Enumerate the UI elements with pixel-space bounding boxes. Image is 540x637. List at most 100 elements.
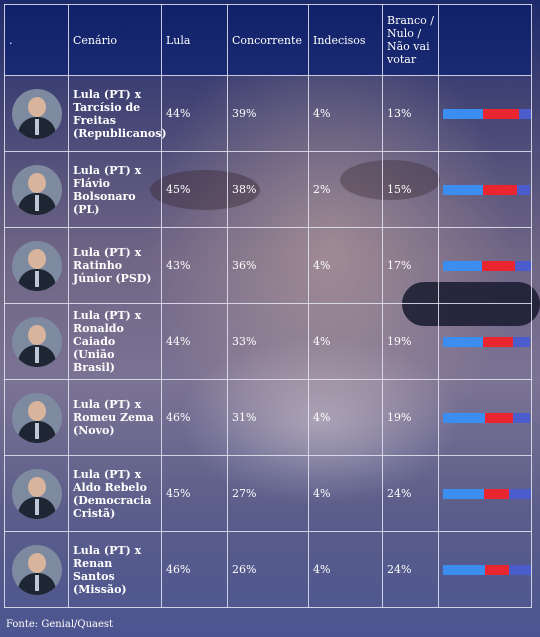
avatar [11,88,62,139]
bar-cell [438,303,532,380]
table-row: Lula (PT) x Aldo Rebelo (Democracia Cris… [4,455,532,532]
undecided-cell: 4% [308,455,383,532]
table-row: Lula (PT) x Ratinho Júnior (PSD) 43% 36% 4%… [4,227,532,304]
avatar-head [27,324,46,345]
bar-segment-lula [443,108,483,119]
undecided-cell: 4% [308,303,383,380]
undecided-cell: 2% [308,151,383,228]
avatar-cell [4,303,69,380]
bar-segment-rival [484,488,509,499]
bar-segment-blank [513,336,530,347]
avatar-tie [34,270,39,287]
scenario-cell: Lula (PT) x Aldo Rebelo (Democracia Cris… [68,455,162,532]
blank-cell: 19% [382,303,439,380]
table-row: Lula (PT) x Renan Santos (Missão) 46% 26% 4… [4,531,532,608]
table-row: Lula (PT) x Romeu Zema (Novo) 46% 31% 4% 19% [4,379,532,456]
avatar-tie [34,574,39,591]
avatar [11,544,62,595]
blank-cell: 17% [382,227,439,304]
avatar-head [27,552,46,573]
lula-cell: 45% [161,455,228,532]
header-rival: Concorrente [227,4,309,76]
avatar [11,240,62,291]
avatar-cell [4,455,69,532]
lula-cell: 45% [161,151,228,228]
scenario-cell: Lula (PT) x Romeu Zema (Novo) [68,379,162,456]
avatar-head [27,172,46,193]
bar-segment-blank [509,564,531,575]
avatar-head [27,400,46,421]
header-bar [438,4,532,76]
stacked-bar [443,336,531,347]
bar-cell [438,75,532,152]
blank-cell: 19% [382,379,439,456]
undecided-cell: 4% [308,531,383,608]
avatar-tie [34,498,39,515]
blank-cell: 24% [382,455,439,532]
rival-cell: 26% [227,531,309,608]
bar-segment-lula [443,336,483,347]
bar-segment-blank [515,260,531,271]
poll-table: . Cenário Lula Concorrente Indecisos Bra… [4,4,532,608]
scenario-cell: Lula (PT) x Flávio Bolsonaro (PL) [68,151,162,228]
undecided-cell: 4% [308,227,383,304]
lula-cell: 44% [161,303,228,380]
avatar-cell [4,151,69,228]
bar-segment-rival [483,108,519,119]
rival-cell: 39% [227,75,309,152]
stacked-bar [443,108,531,119]
lula-cell: 46% [161,531,228,608]
scenario-cell: Lula (PT) x Renan Santos (Missão) [68,531,162,608]
rival-cell: 38% [227,151,309,228]
scenario-cell: Lula (PT) x Ratinho Júnior (PSD) [68,227,162,304]
scenario-cell: Lula (PT) x Tarcísio de Freitas (Republi… [68,75,167,152]
avatar [11,164,62,215]
header-row: . Cenário Lula Concorrente Indecisos Bra… [4,4,532,76]
bar-segment-lula [443,260,482,271]
stacked-bar [443,412,531,423]
bar-segment-blank [513,412,530,423]
header-lula: Lula [161,4,228,76]
bar-segment-rival [483,336,513,347]
bar-segment-lula [443,488,484,499]
avatar [11,392,62,443]
undecided-cell: 4% [308,75,383,152]
header-scenario: Cenário [68,4,162,76]
scenario-cell: Lula (PT) x Ronaldo Caiado (União Brasil… [68,303,162,380]
blank-cell: 13% [382,75,439,152]
bar-segment-lula [443,564,485,575]
header-undecided: Indecisos [308,4,383,76]
avatar-cell [4,531,69,608]
blank-cell: 24% [382,531,439,608]
rival-cell: 27% [227,455,309,532]
avatar-tie [34,194,39,211]
stacked-bar [443,564,531,575]
bar-cell [438,455,532,532]
lula-cell: 46% [161,379,228,456]
blank-cell: 15% [382,151,439,228]
avatar [11,468,62,519]
header-photo: . [4,4,69,76]
bar-segment-blank [517,184,530,195]
avatar [11,316,62,367]
undecided-cell: 4% [308,379,383,456]
bar-segment-rival [485,412,513,423]
bar-segment-rival [483,184,517,195]
header-blank: Branco / Nulo / Não vai votar [382,4,439,76]
bar-segment-lula [443,184,483,195]
avatar-head [27,476,46,497]
bar-segment-rival [482,260,515,271]
rival-cell: 31% [227,379,309,456]
avatar-head [27,248,46,269]
avatar-tie [34,422,39,439]
bar-cell [438,151,532,228]
lula-cell: 44% [161,75,228,152]
bar-segment-lula [443,412,485,423]
lula-cell: 43% [161,227,228,304]
bar-cell [438,227,532,304]
rival-cell: 33% [227,303,309,380]
table-row: Lula (PT) x Tarcísio de Freitas (Republi… [4,75,532,152]
stacked-bar [443,184,531,195]
bar-cell [438,531,532,608]
avatar-tie [34,118,39,135]
